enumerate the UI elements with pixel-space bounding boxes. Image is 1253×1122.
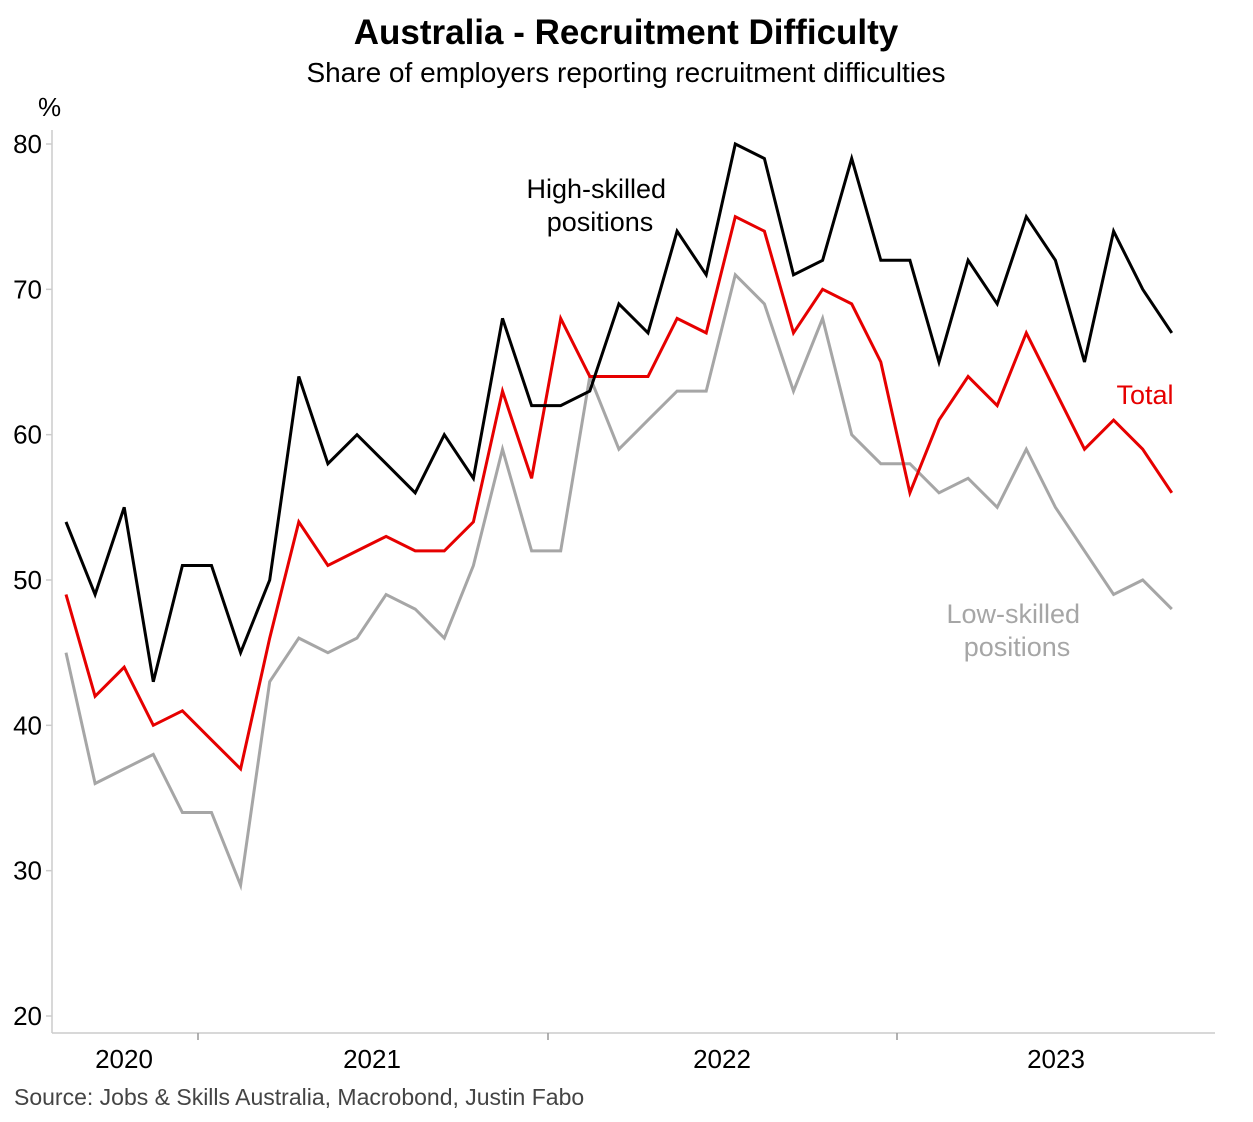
high-skilled-label-line1: High-skilled <box>526 174 666 204</box>
low-skilled-label-line2: positions <box>964 632 1071 662</box>
source-note: Source: Jobs & Skills Australia, Macrobo… <box>14 1084 584 1110</box>
total-label: Total <box>1116 380 1173 410</box>
chart-subtitle: Share of employers reporting recruitment… <box>306 57 945 88</box>
y-tick-label: 30 <box>13 856 42 886</box>
x-tick-label-2022: 2022 <box>693 1044 751 1074</box>
high-skilled-label: High-skilled positions <box>526 174 673 237</box>
low-skilled-label: Low-skilled positions <box>946 599 1087 662</box>
y-tick-label: 20 <box>13 1001 42 1031</box>
y-tick-label: 40 <box>13 710 42 740</box>
x-ticks: 2020 2021 2022 2023 <box>95 1033 1085 1074</box>
high-skilled-line <box>64 141 1174 683</box>
y-tick-label: 70 <box>13 274 42 304</box>
y-tick-label: 80 <box>13 129 42 159</box>
low-skilled-line <box>64 271 1173 891</box>
x-tick-label-2021: 2021 <box>343 1044 401 1074</box>
y-tick-label: 60 <box>13 420 42 450</box>
y-ticks: 20 30 40 50 60 70 80 <box>13 129 52 1031</box>
x-tick-label-2020: 2020 <box>95 1044 153 1074</box>
y-axis-unit-label: % <box>38 92 61 122</box>
total-line <box>64 214 1174 772</box>
x-tick-label-2023: 2023 <box>1027 1044 1085 1074</box>
series-lines <box>64 141 1174 891</box>
high-skilled-label-line2: positions <box>547 207 654 237</box>
total-label-line1: Total <box>1116 380 1173 410</box>
low-skilled-label-line1: Low-skilled <box>946 599 1080 629</box>
y-tick-label: 50 <box>13 565 42 595</box>
chart-title: Australia - Recruitment Difficulty <box>354 13 899 52</box>
